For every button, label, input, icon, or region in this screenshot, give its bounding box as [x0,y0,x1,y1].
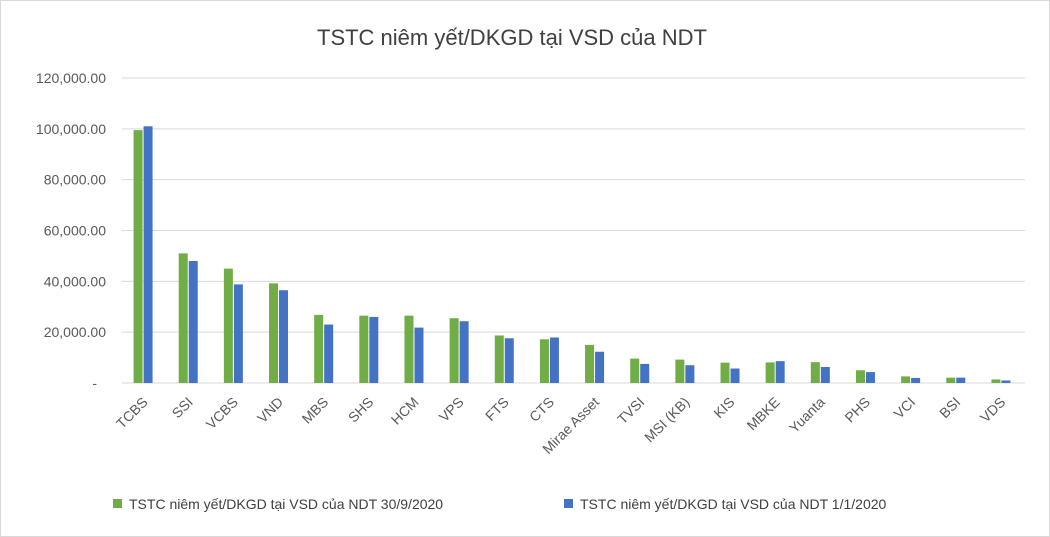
bar-series-2-mbke [775,361,785,383]
legend-label-series-1: TSTC niêm yết/DKGD tại VSD của NDT 30/9/… [129,496,443,512]
bar-series-2-kis [730,368,740,383]
y-tick-label: 60,000.00 [44,223,106,239]
x-tick-label: TVSI [614,394,647,427]
bar-series-2-vps [459,321,469,383]
x-tick-label: VPS [436,394,467,425]
y-axis-ticks: - 20,000.00 40,000.00 60,000.00 80,000.00 100… [36,70,106,391]
x-tick-label: Yuanta [786,394,828,436]
bar-series-1-bsi [946,377,956,383]
x-tick-label: VCI [890,394,918,422]
legend-label-series-2: TSTC niêm yết/DKGD tại VSD của NDT 1/1/2… [580,496,887,512]
x-tick-label: FTS [482,394,512,424]
x-tick-label: VDS [977,394,1009,426]
bar-series-2-vci [911,377,921,383]
y-tick-label: 80,000.00 [44,172,106,188]
y-tick-label: - [92,375,97,391]
y-tick-label: 20,000.00 [44,324,106,340]
legend-swatch-series-2 [564,499,573,508]
bar-series-2-vcbs [233,284,243,383]
bar-series-1-ssi [178,253,188,383]
bar-series-1-tcbs [133,130,143,383]
bar-series-2-fts [504,338,514,383]
y-tick-label: 40,000.00 [44,273,106,289]
x-tick-label: SHS [345,394,377,426]
bar-series-1-tvsi [630,358,640,383]
bar-series-1-vds [991,379,1001,383]
bar-series-1-vcbs [223,268,233,383]
x-tick-label: TCBS [113,394,151,432]
bar-series-1-yuanta [810,362,820,383]
bar-series-2-bsi [956,377,966,383]
y-tick-label: 100,000.00 [36,121,106,137]
bar-series-1-hcm [404,315,414,383]
gridlines [122,77,1025,384]
y-tick-label: 120,000.00 [36,70,106,86]
x-tick-label: BSI [936,394,963,421]
bar-series-2-tvsi [640,363,650,383]
bar-series-1-msi-kb- [675,359,685,383]
bar-series-1-mirae-asset [585,344,595,383]
bar-series-1-vci [901,376,911,383]
x-tick-label: VND [254,394,286,426]
bar-series-2-ssi [188,261,198,383]
bar-series-2-mbs [324,324,334,383]
bar-series-2-phs [865,372,875,383]
bar-series-1-vnd [269,283,279,383]
x-tick-label: HCM [388,394,422,428]
bars [133,126,1011,384]
bar-series-2-msi-kb- [685,365,695,383]
bar-series-1-shs [359,315,369,383]
bar-series-2-shs [369,316,379,383]
legend-swatch-series-1 [113,499,122,508]
bar-series-2-mirae-asset [595,351,605,383]
x-tick-label: MBKE [743,394,782,433]
bar-series-2-yuanta [820,366,830,383]
chart-title: TSTC niêm yết/DKGD tại VSD của NDT [317,25,707,50]
x-tick-label: VCBS [203,394,241,432]
bar-series-2-hcm [414,327,424,383]
x-tick-label: KIS [710,394,737,421]
bar-series-2-vds [1001,380,1011,383]
x-tick-label: CTS [526,394,557,425]
bar-series-1-fts [494,335,504,383]
legend: TSTC niêm yết/DKGD tại VSD của NDT 30/9/… [113,496,887,512]
bar-series-2-cts [549,337,559,383]
bar-series-1-mbs [314,314,324,383]
x-tick-label: MSI (KB) [641,394,692,445]
x-tick-label: PHS [841,394,873,426]
bar-series-1-phs [855,370,865,383]
x-tick-label: SSI [169,394,196,421]
x-tick-label: MBS [299,394,332,427]
bar-series-1-mbke [765,362,775,383]
bar-series-2-vnd [279,290,289,383]
bar-series-2-tcbs [143,126,153,384]
bar-series-1-vps [449,318,459,383]
bar-series-1-cts [539,339,549,383]
bar-series-1-kis [720,362,730,383]
